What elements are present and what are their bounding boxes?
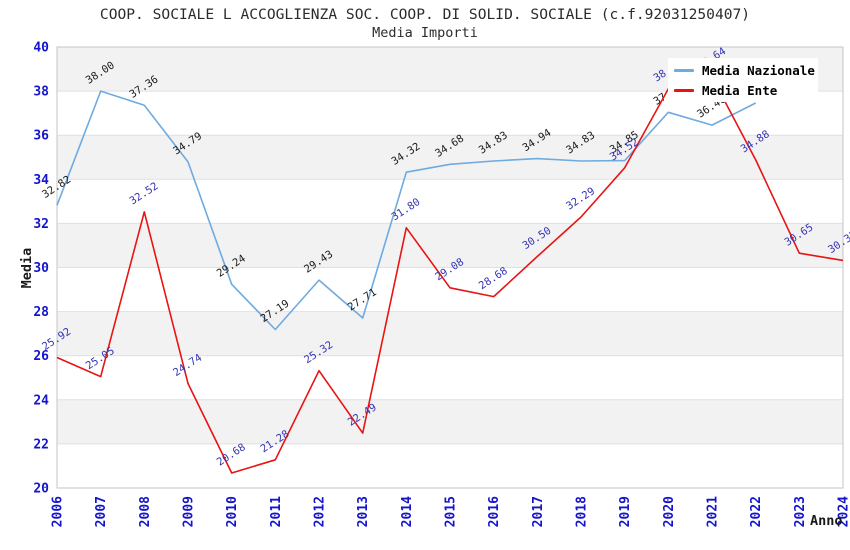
grid-band xyxy=(57,135,843,180)
legend-item-media-nazionale: Media Nazionale xyxy=(674,61,818,79)
plot-border xyxy=(56,46,844,489)
x-tick-label: 2021 xyxy=(706,496,721,527)
x-tick-label: 2020 xyxy=(662,496,677,527)
x-tick-label: 2010 xyxy=(225,496,240,527)
legend: Media Nazionale Media Ente xyxy=(668,58,818,102)
x-tick-label: 2017 xyxy=(531,496,546,527)
point-label: 20.68 xyxy=(215,441,248,468)
point-label: 27.71 xyxy=(346,286,379,313)
x-tick-label: 2008 xyxy=(138,496,153,527)
y-tick-label: 34 xyxy=(33,173,49,188)
x-tick-label: 2019 xyxy=(618,496,633,527)
y-axis-title: Media xyxy=(19,247,35,289)
y-tick-label: 36 xyxy=(33,129,49,144)
x-tick-label: 2009 xyxy=(182,496,197,527)
series-line-nazionale xyxy=(56,90,757,331)
x-tick-label: 2024 xyxy=(837,496,850,527)
x-tick-label: 2013 xyxy=(356,496,371,527)
y-tick-label: 28 xyxy=(33,305,49,320)
grid-band xyxy=(57,311,843,356)
legend-line-sample-ente-icon xyxy=(674,88,694,92)
y-tick-label: 30 xyxy=(33,261,49,276)
legend-label: Media Nazionale xyxy=(702,62,815,78)
x-tick-label: 2014 xyxy=(400,496,415,527)
x-tick-label: 2012 xyxy=(313,496,328,527)
x-tick-label: 2023 xyxy=(793,496,808,527)
y-tick-label: 38 xyxy=(33,85,49,100)
x-tick-label: 2015 xyxy=(444,496,459,527)
x-tick-label: 2018 xyxy=(575,496,590,527)
point-label: 31.80 xyxy=(389,196,422,223)
point-label: 32.52 xyxy=(127,180,160,207)
x-tick-label: 2006 xyxy=(51,496,66,527)
legend-line-sample-nazionale-icon xyxy=(674,68,694,72)
y-tick-label: 32 xyxy=(33,217,49,232)
x-axis-title: Anno xyxy=(810,513,843,529)
legend-item-media-ente: Media Ente xyxy=(674,81,818,99)
legend-label: Media Ente xyxy=(702,82,778,98)
y-tick-label: 22 xyxy=(33,437,49,452)
x-tick-label: 2011 xyxy=(269,496,284,527)
y-tick-label: 26 xyxy=(33,349,49,364)
x-tick-label: 2016 xyxy=(487,496,502,527)
chart-subtitle: Media Importi xyxy=(372,25,478,41)
grid-band xyxy=(57,399,843,444)
x-tick-label: 2022 xyxy=(749,496,764,527)
chart-title: COOP. SOCIALE L ACCOGLIENZA SOC. COOP. D… xyxy=(99,6,751,23)
y-tick-label: 24 xyxy=(33,393,49,408)
point-label: 28.68 xyxy=(477,265,510,292)
grid-band xyxy=(57,223,843,268)
point-label: 32.29 xyxy=(564,185,597,212)
x-tick-label: 2007 xyxy=(94,496,109,527)
y-tick-label: 20 xyxy=(33,482,49,497)
y-tick-label: 40 xyxy=(33,41,49,56)
